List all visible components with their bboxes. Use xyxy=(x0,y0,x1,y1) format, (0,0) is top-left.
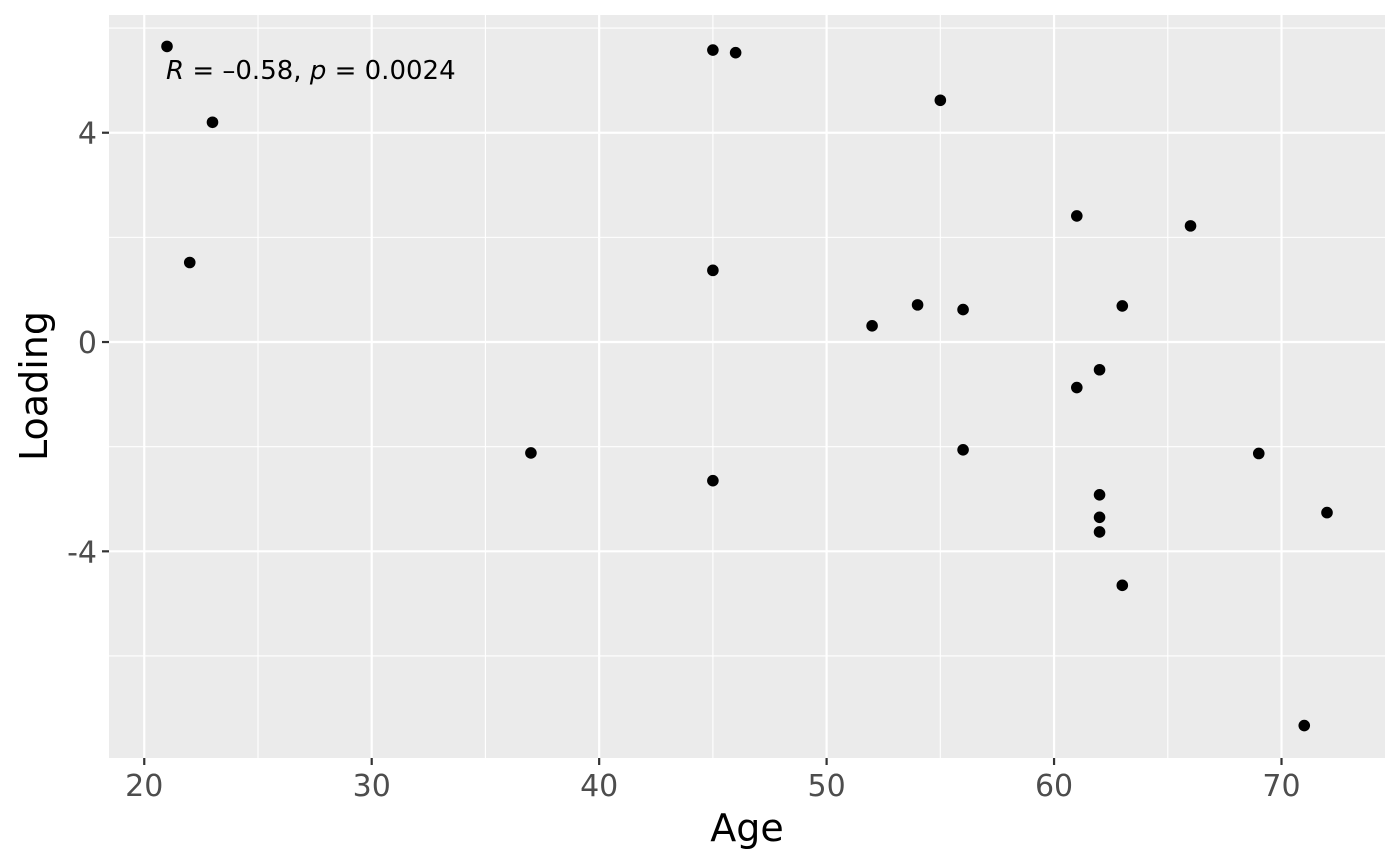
y-axis-ticks: -4 0 4 xyxy=(67,117,109,570)
y-tick-label: 4 xyxy=(78,117,97,152)
data-point xyxy=(1116,300,1129,312)
data-point xyxy=(1071,210,1083,222)
data-point xyxy=(1298,719,1311,732)
x-axis-title: Age xyxy=(710,806,784,850)
minor-gridlines xyxy=(109,15,1385,758)
data-point xyxy=(206,116,219,129)
data-point xyxy=(957,303,969,316)
data-point xyxy=(957,444,969,456)
data-point xyxy=(1093,489,1106,501)
plot-panel xyxy=(109,15,1385,758)
x-tick-label: 40 xyxy=(580,769,618,804)
data-point xyxy=(934,94,947,107)
x-tick-label: 50 xyxy=(808,769,846,804)
data-point xyxy=(1093,511,1106,524)
x-tick-label: 30 xyxy=(353,769,391,804)
data-point xyxy=(729,46,742,59)
r-value: = –0.58, xyxy=(184,56,310,86)
data-point xyxy=(911,299,924,311)
x-axis-ticks: 20 30 40 50 60 70 xyxy=(125,758,1301,804)
p-symbol: p xyxy=(309,56,327,86)
data-point xyxy=(1093,526,1106,538)
y-tick-label: 0 xyxy=(78,326,97,361)
data-point xyxy=(1184,220,1197,232)
data-point xyxy=(707,474,719,487)
p-value: = 0.0024 xyxy=(326,56,455,86)
data-point xyxy=(183,256,196,269)
correlation-annotation: R = –0.58, p = 0.0024 xyxy=(166,56,456,86)
data-point xyxy=(1252,447,1265,460)
y-axis-title: Loading xyxy=(12,311,56,461)
x-tick-label: 60 xyxy=(1035,769,1073,804)
data-point xyxy=(866,320,878,332)
data-point xyxy=(1071,381,1083,394)
major-gridlines xyxy=(109,15,1385,758)
y-tick-label: -4 xyxy=(67,535,97,570)
r-symbol: R xyxy=(166,56,184,86)
data-point xyxy=(161,40,173,53)
x-tick-label: 20 xyxy=(125,769,163,804)
data-points xyxy=(161,40,1333,732)
data-point xyxy=(1093,363,1106,376)
data-point xyxy=(707,44,719,56)
data-point xyxy=(1116,579,1129,592)
x-tick-label: 70 xyxy=(1262,769,1300,804)
data-point xyxy=(1321,506,1333,519)
data-point xyxy=(525,447,537,459)
data-point xyxy=(707,264,719,277)
